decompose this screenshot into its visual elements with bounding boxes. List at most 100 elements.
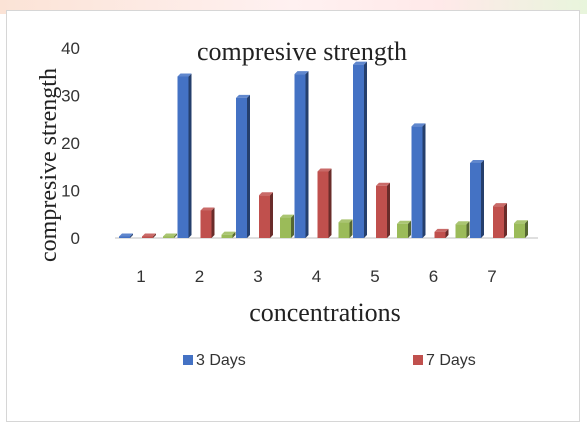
x-tick-label: 5 xyxy=(370,267,379,286)
bar-7-days xyxy=(434,228,449,238)
bar-series-3 xyxy=(455,221,470,238)
bar-front xyxy=(493,206,504,238)
bar-front xyxy=(455,224,467,238)
bar-top xyxy=(411,123,426,127)
bar-side xyxy=(504,203,507,238)
x-axis-label: concentrations xyxy=(249,298,401,327)
y-axis-label: compresive strength xyxy=(36,68,62,262)
bar-front xyxy=(397,223,408,238)
bar-top xyxy=(163,233,177,237)
bar-side xyxy=(211,207,215,238)
bar-front xyxy=(353,64,364,238)
bar-top xyxy=(434,228,449,232)
bar-7-days xyxy=(259,192,273,238)
bar-3-days xyxy=(236,94,250,238)
bar-front xyxy=(236,97,247,238)
bar-3-days xyxy=(177,73,192,238)
bar-series-3 xyxy=(397,220,411,238)
x-tick-label: 2 xyxy=(195,267,204,286)
bar-top xyxy=(280,214,294,218)
x-tick-label: 7 xyxy=(487,267,496,286)
bar-top xyxy=(493,203,507,207)
bar-side xyxy=(525,220,528,238)
bar-side xyxy=(291,214,294,238)
bar-front xyxy=(200,210,212,238)
bar-top xyxy=(376,182,390,186)
bar-side xyxy=(174,233,177,238)
y-axis-ticks: 0 10 20 30 40 xyxy=(61,39,80,248)
bar-top xyxy=(177,73,192,77)
bar-top xyxy=(338,219,353,223)
bar-front xyxy=(294,74,306,238)
bar-side xyxy=(422,123,426,238)
bar-top xyxy=(119,233,133,237)
bar-side xyxy=(232,231,236,238)
x-tick-label: 1 xyxy=(136,267,145,286)
legend-swatch xyxy=(413,355,423,365)
bar-top xyxy=(142,233,156,237)
bar-7-days xyxy=(493,203,507,238)
bar-side xyxy=(408,220,411,238)
bar-front xyxy=(434,231,446,238)
bar-series-3 xyxy=(280,214,294,238)
bar-side xyxy=(481,159,484,238)
bar-front xyxy=(411,126,423,238)
bar-top xyxy=(353,61,367,65)
bar-front xyxy=(470,162,481,238)
x-tick-label: 3 xyxy=(253,267,262,286)
bar-top xyxy=(236,94,250,98)
bar-7-days xyxy=(376,182,390,238)
legend-label: 3 Days xyxy=(196,352,246,369)
bar-3-days xyxy=(411,123,426,238)
y-tick-label: 20 xyxy=(61,134,80,153)
bar-front xyxy=(280,217,291,238)
bar-front xyxy=(163,236,174,238)
bar-side xyxy=(328,168,332,238)
bars-group xyxy=(119,61,528,238)
x-axis-ticks: 1 2 3 4 5 6 7 xyxy=(136,267,496,286)
bar-side xyxy=(387,182,390,238)
bar-3-days xyxy=(353,61,367,238)
legend-label: 7 Days xyxy=(426,352,476,369)
bar-front xyxy=(119,236,130,238)
bar-top xyxy=(221,231,236,235)
bar-side xyxy=(305,71,309,238)
y-tick-label: 0 xyxy=(71,229,80,248)
bar-7-days xyxy=(317,168,332,238)
bar-series-3 xyxy=(221,231,236,238)
bar-3-days xyxy=(294,71,309,238)
bar-front xyxy=(221,234,233,238)
bar-7-days xyxy=(142,233,156,238)
legend-swatch xyxy=(183,355,193,365)
bar-top xyxy=(294,71,309,75)
x-tick-label: 6 xyxy=(429,267,438,286)
bar-front xyxy=(338,222,350,238)
bar-top xyxy=(317,168,332,172)
bar-top xyxy=(200,207,215,211)
bar-side xyxy=(270,192,273,238)
bar-side xyxy=(247,94,250,238)
y-tick-label: 10 xyxy=(61,182,80,201)
bar-side xyxy=(153,233,156,238)
bar-front xyxy=(177,76,189,238)
bar-top xyxy=(455,221,470,225)
bar-series-3 xyxy=(338,219,353,238)
chart-title: compresive strength xyxy=(197,37,407,66)
bar-series-3 xyxy=(514,220,528,238)
bar-side xyxy=(130,233,133,238)
bar-side xyxy=(445,228,449,238)
bar-side xyxy=(349,219,353,238)
bar-front xyxy=(259,195,270,238)
bar-top xyxy=(397,220,411,224)
bar-3-days xyxy=(119,233,133,238)
bar-front xyxy=(376,185,387,238)
y-tick-label: 30 xyxy=(61,87,80,106)
bar-side xyxy=(188,73,192,238)
bar-front xyxy=(317,171,329,238)
bar-3-days xyxy=(470,159,484,238)
x-tick-label: 4 xyxy=(312,267,321,286)
y-tick-label: 40 xyxy=(61,39,80,58)
bar-top xyxy=(514,220,528,224)
bar-7-days xyxy=(200,207,215,238)
